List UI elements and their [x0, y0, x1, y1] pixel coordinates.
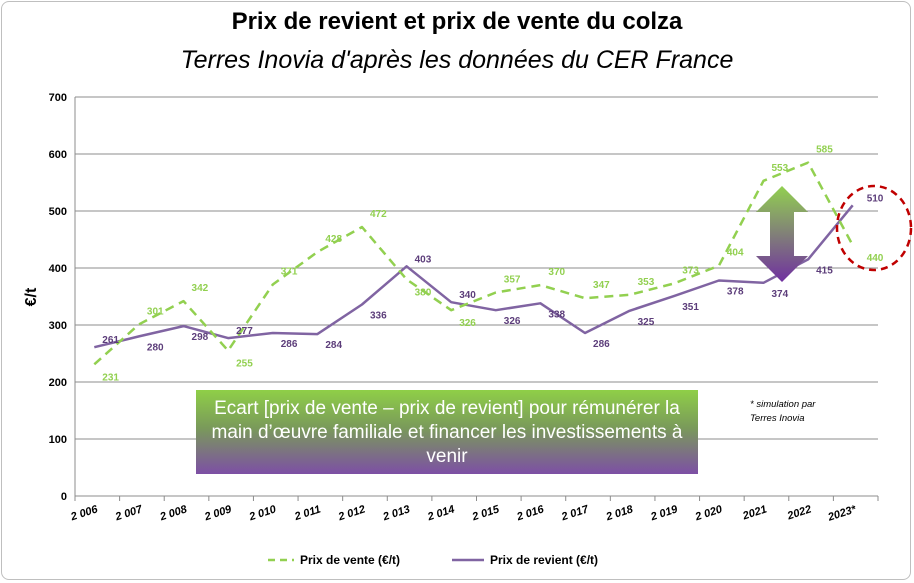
data-label-vente: 357 [504, 275, 521, 286]
y-axis-label: €/t [23, 287, 40, 306]
data-label-revient: 374 [771, 289, 788, 300]
x-tick-label: 2 020 [693, 503, 725, 524]
simulation-highlight-circle [835, 184, 913, 272]
data-label-vente: 440 [867, 253, 884, 264]
data-label-revient: 415 [816, 265, 833, 276]
gap-callout: Ecart [prix de vente – prix de revient] … [196, 390, 698, 474]
footnote-line-1: * simulation par [750, 399, 816, 410]
data-label-revient: 286 [593, 339, 610, 350]
x-tick-label: 2 006 [68, 503, 100, 524]
data-label-vente: 370 [548, 267, 565, 278]
x-tick-label: 2 012 [336, 503, 367, 523]
y-tick-label: 100 [49, 434, 67, 446]
x-tick-label: 2 015 [470, 503, 502, 524]
data-label-revient: 338 [548, 309, 565, 320]
data-label-vente: 231 [102, 372, 119, 383]
data-label-revient: 378 [727, 287, 744, 298]
data-label-vente: 326 [459, 318, 476, 329]
data-label-vente: 347 [593, 280, 610, 291]
y-tick-label: 700 [49, 92, 67, 104]
x-tick-label: 2 008 [158, 503, 190, 524]
chart-title: Prix de revient et prix de vente du colz… [231, 8, 683, 35]
data-label-vente: 553 [771, 163, 788, 174]
x-tick-label: 2 010 [247, 503, 279, 524]
data-label-vente: 428 [325, 234, 342, 245]
data-label-revient: 336 [370, 310, 387, 321]
x-tick-label: 2 014 [425, 503, 456, 523]
y-tick-label: 200 [49, 377, 67, 389]
data-label-revient: 325 [638, 317, 655, 328]
data-label-vente: 255 [236, 359, 253, 370]
data-label-revient: 326 [504, 316, 521, 327]
x-tick-label: 2 011 [292, 503, 322, 523]
legend-label-vente: Prix de vente (€/t) [300, 553, 400, 567]
data-label-vente: 371 [281, 267, 298, 278]
data-label-revient: 403 [415, 254, 432, 265]
data-label-revient: 298 [192, 332, 209, 343]
x-tick-label: 2 017 [559, 503, 591, 524]
data-label-vente: 404 [727, 248, 744, 259]
x-tick-label: 2 018 [604, 503, 636, 524]
data-label-vente: 380 [415, 287, 432, 298]
chart-subtitle: Terres Inovia d'après les données du CER… [180, 46, 734, 74]
data-label-vente: 301 [147, 306, 164, 317]
data-label-revient: 286 [281, 339, 298, 350]
gap-double-arrow [756, 186, 808, 282]
y-tick-label: 0 [61, 491, 67, 503]
data-label-vente: 353 [638, 277, 655, 288]
x-tick-label: 2021 [740, 503, 768, 522]
data-label-revient: 280 [147, 342, 164, 353]
series-line-prix-de-vente [93, 161, 854, 366]
data-label-revient: 284 [325, 340, 342, 351]
data-label-vente: 472 [370, 209, 387, 220]
x-tick-label: 2 019 [648, 503, 680, 524]
data-label-revient: 351 [682, 302, 699, 313]
data-label-vente: 373 [682, 265, 699, 276]
y-tick-label: 400 [49, 263, 67, 275]
footnote-line-2: Terres Inovia [750, 413, 805, 424]
data-label-revient: 510 [867, 193, 884, 204]
x-tick-label: 2 007 [113, 503, 145, 524]
data-label-vente: 342 [192, 283, 209, 294]
y-tick-label: 300 [49, 320, 67, 332]
data-label-vente: 585 [816, 145, 833, 156]
data-label-revient: 277 [236, 326, 253, 337]
data-label-revient: 340 [459, 290, 476, 301]
x-tick-label: 2 016 [515, 503, 547, 524]
x-tick-label: 2 009 [202, 503, 234, 524]
x-tick-label: 2023* [826, 503, 859, 524]
series-line-prix-de-revient [94, 204, 854, 349]
x-tick-label: 2022 [785, 503, 813, 522]
x-tick-label: 2 013 [381, 503, 412, 523]
data-label-revient: 261 [102, 335, 119, 346]
y-tick-label: 500 [49, 206, 67, 218]
simulation-footnote: * simulation par Terres Inovia [750, 398, 870, 426]
legend-label-revient: Prix de revient (€/t) [490, 553, 598, 567]
y-tick-label: 600 [49, 149, 67, 161]
